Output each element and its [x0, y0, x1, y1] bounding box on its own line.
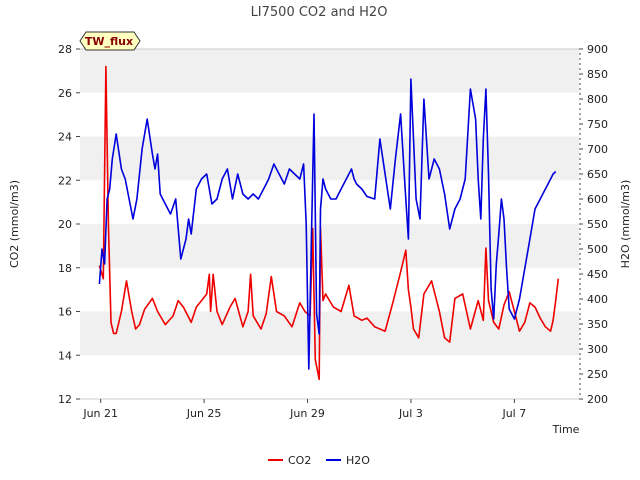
- y-tick-label: 20: [58, 218, 72, 231]
- background-band: [80, 136, 579, 181]
- y2-tick-label: 650: [587, 168, 608, 181]
- y-tick-label: 28: [58, 43, 72, 56]
- background-band: [80, 49, 579, 93]
- badge: TW_flux: [79, 31, 141, 51]
- chart-title: LI7500 CO2 and H2O: [251, 5, 388, 20]
- y-axis-label: CO2 (mmol/m3): [8, 180, 21, 268]
- y2-tick-label: 900: [587, 43, 608, 56]
- y2-tick-label: 400: [587, 293, 608, 306]
- y2-tick-label: 250: [587, 368, 608, 381]
- y2-tick-label: 500: [587, 243, 608, 256]
- right-axis: 200 250 300 350 400 450 500 550 600 650 700 750 800 8…: [579, 43, 608, 406]
- y2-tick-label: 350: [587, 318, 608, 331]
- y2-tick-label: 800: [587, 93, 608, 106]
- y-tick-label: 16: [58, 306, 72, 319]
- y-tick-label: 18: [58, 262, 72, 275]
- x-tick-label: Jul 7: [501, 407, 526, 420]
- y-tick-label: 22: [58, 174, 72, 187]
- legend-co2-label: CO2: [288, 454, 311, 467]
- left-axis: 12 14 16 18 20 22 24 26 28: [58, 43, 80, 406]
- y-tick-label: 12: [58, 393, 72, 406]
- y2-tick-label: 750: [587, 118, 608, 131]
- x-tick-label: Jun 25: [186, 407, 222, 420]
- x-tick-label: Jul 3: [398, 407, 423, 420]
- y-tick-label: 14: [58, 349, 72, 362]
- background-bands: [80, 49, 579, 356]
- background-band: [80, 311, 579, 356]
- x-axis-label: Time: [552, 423, 580, 436]
- legend-h2o-label: H2O: [346, 454, 370, 467]
- y2-axis-label: H2O (mmol/m3): [619, 180, 632, 269]
- badge-label: TW_flux: [85, 35, 133, 48]
- x-tick-label: Jun 29: [289, 407, 325, 420]
- x-axis: Jun 21 Jun 25 Jun 29 Jul 3 Jul 7: [82, 399, 526, 420]
- y2-tick-label: 850: [587, 68, 608, 81]
- y2-tick-label: 300: [587, 343, 608, 356]
- series-lines: [98, 65, 560, 381]
- series-line-h2o: [98, 78, 557, 370]
- x-tick-label: Jun 21: [82, 407, 118, 420]
- y-tick-label: 24: [58, 131, 72, 144]
- y2-tick-label: 550: [587, 218, 608, 231]
- y2-tick-label: 200: [587, 393, 608, 406]
- y2-tick-label: 600: [587, 193, 608, 206]
- y2-tick-label: 450: [587, 268, 608, 281]
- y2-tick-label: 700: [587, 143, 608, 156]
- y-tick-label: 26: [58, 87, 72, 100]
- legend: CO2 H2O: [268, 454, 370, 467]
